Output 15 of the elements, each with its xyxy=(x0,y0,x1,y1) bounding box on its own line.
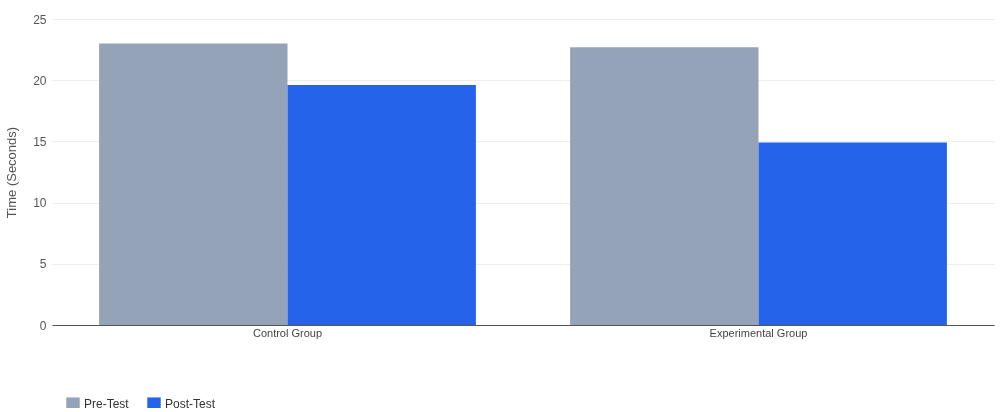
y-tick-label: 10 xyxy=(33,196,47,211)
legend-label: Pre-Test xyxy=(84,397,130,412)
x-tick-label: Control Group xyxy=(252,326,323,339)
y-tick-label: 20 xyxy=(33,73,47,88)
y-tick-label: 5 xyxy=(39,257,47,272)
y-tick-label: 0 xyxy=(39,318,47,333)
bar xyxy=(758,142,947,325)
y-tick-label: 25 xyxy=(33,12,47,27)
x-tick-label: Experimental Group xyxy=(709,326,808,339)
y-tick-label: 15 xyxy=(33,134,47,149)
bar xyxy=(287,85,476,325)
legend-label: Post-Test xyxy=(165,397,216,412)
y-axis-title: Time (Seconds) xyxy=(4,126,20,219)
bar xyxy=(99,43,288,325)
bar xyxy=(570,47,759,325)
